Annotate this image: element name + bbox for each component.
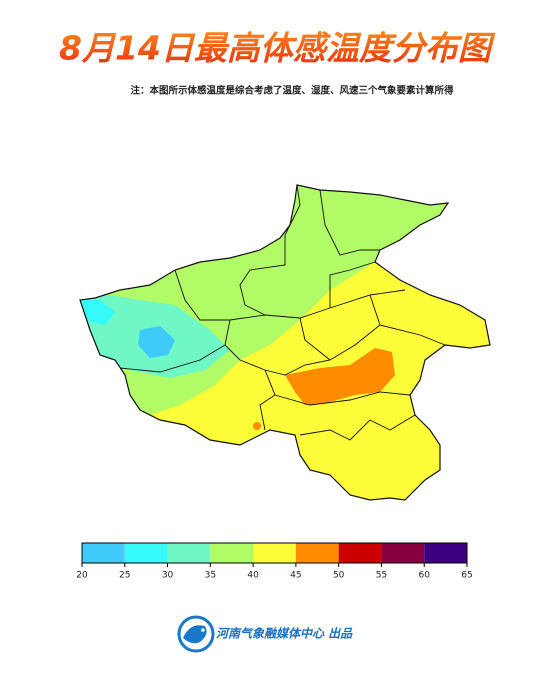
- legend-tick-label: 60: [418, 571, 430, 581]
- legend: 20 25 30 35 40 45 50 55 60 65: [76, 542, 473, 581]
- note: 注：本图所示体感温度是综合考虑了温度、湿度、风速三个气象要素计算所得: [130, 85, 454, 97]
- legend-tick-label: 55: [376, 571, 387, 581]
- legend-swatch: [295, 543, 339, 563]
- title: 8月14日最高体感温度分布图: [59, 29, 496, 68]
- legend-swatch: [167, 543, 211, 563]
- legend-swatch: [124, 543, 168, 563]
- legend-swatch: [210, 543, 254, 563]
- legend-tick-label: 50: [333, 571, 345, 581]
- legend-tick-label: 25: [119, 571, 130, 581]
- footer: 河南气象融媒体中心 出品: [216, 627, 353, 641]
- legend-tick-label: 40: [247, 571, 259, 581]
- legend-swatch: [424, 543, 467, 563]
- legend-swatch: [253, 543, 296, 563]
- legend-tick-label: 20: [76, 571, 88, 581]
- map: [80, 185, 490, 500]
- boundaries: [79, 184, 491, 501]
- legend-tick-label: 45: [290, 571, 301, 581]
- legend-frame: [81, 542, 468, 564]
- legend-swatch: [82, 543, 125, 563]
- legend-tick-label: 35: [205, 571, 216, 581]
- legend-tick-label: 65: [461, 571, 472, 581]
- logo: [177, 615, 215, 653]
- legend-swatch: [338, 543, 382, 563]
- legend-swatch: [381, 543, 425, 563]
- legend-tick-label: 30: [162, 571, 174, 581]
